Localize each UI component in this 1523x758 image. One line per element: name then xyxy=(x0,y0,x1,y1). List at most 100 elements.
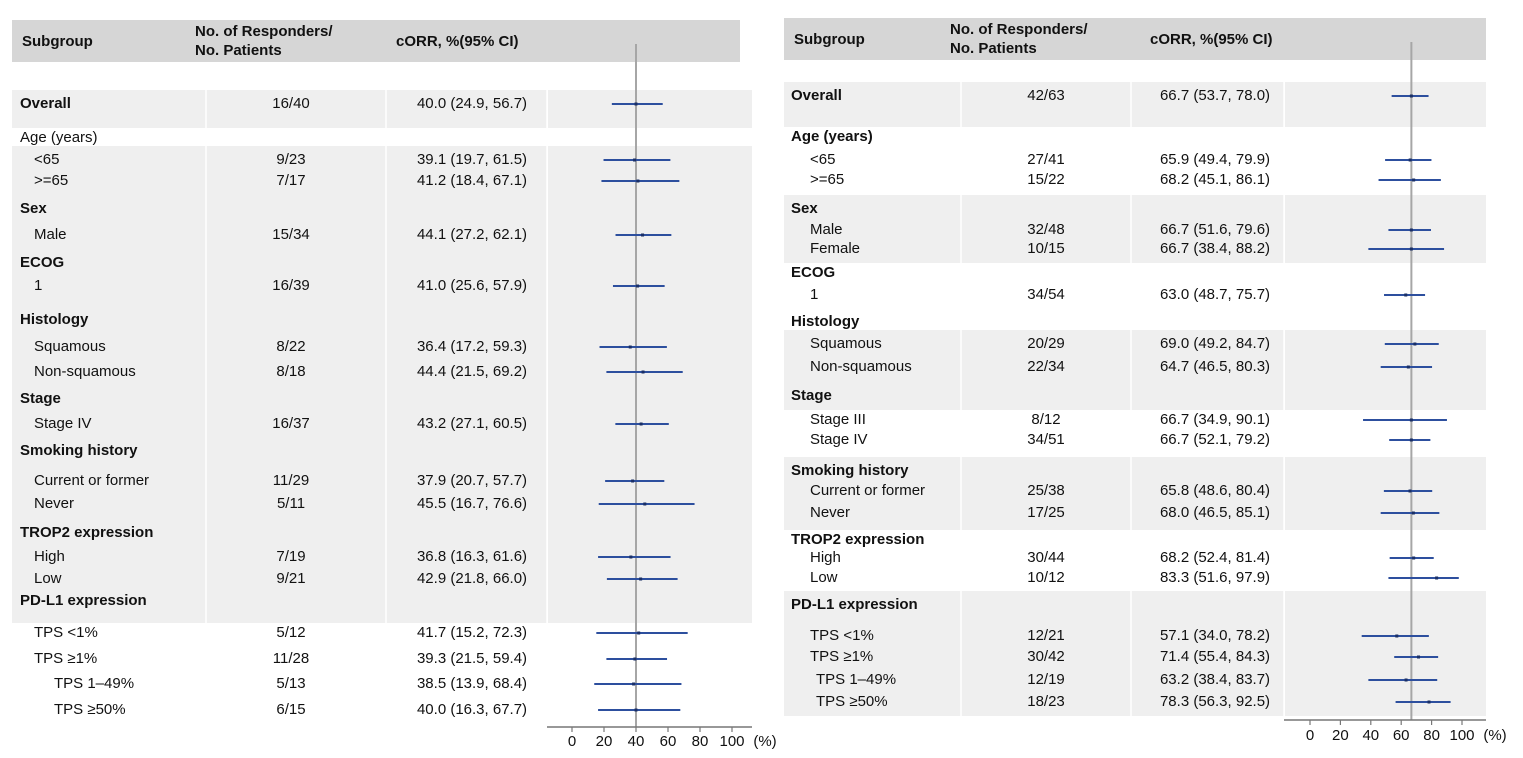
subgroup-header: ECOG xyxy=(791,264,836,281)
estimate-ci-cell: 68.2 (45.1, 86.1) xyxy=(1159,171,1271,188)
point-estimate xyxy=(1409,247,1413,251)
subgroup-header: Histology xyxy=(20,311,89,328)
x-tick-label: 80 xyxy=(691,733,709,750)
estimate-ci-cell: 38.5 (13.9, 68.4) xyxy=(416,675,528,692)
point-estimate xyxy=(629,555,633,559)
forest-plot-right: 0 20 40 60 80 100 (%) Subgroup No. of Responders… xyxy=(784,0,1507,758)
subgroup-label: Squamous xyxy=(34,338,106,355)
responders-cell: 9/23 xyxy=(276,151,306,168)
point-estimate xyxy=(641,370,645,374)
subgroup-label: >=65 xyxy=(34,172,69,189)
group-band-plot xyxy=(548,90,752,128)
subgroup-label: Never xyxy=(810,504,851,521)
point-estimate xyxy=(632,682,636,686)
column-header-subgroup: Subgroup xyxy=(794,31,865,48)
point-estimate xyxy=(628,345,632,349)
subgroup-header: Stage xyxy=(20,390,61,407)
subgroup-label: Stage III xyxy=(810,411,866,428)
responders-cell: 8/22 xyxy=(276,338,306,355)
group-band-plot xyxy=(548,195,752,225)
point-estimate xyxy=(1404,678,1408,682)
header-band xyxy=(12,20,740,62)
subgroup-header: Stage xyxy=(791,387,832,404)
x-tick-label: 40 xyxy=(627,733,645,750)
estimate-ci-cell: 39.1 (19.7, 61.5) xyxy=(416,151,528,168)
estimate-ci-cell: 63.0 (48.7, 75.7) xyxy=(1159,286,1271,303)
column-header-estimate: cORR, %(95% CI) xyxy=(1150,31,1273,48)
point-estimate xyxy=(1427,700,1431,704)
estimate-ci-cell: 44.4 (21.5, 69.2) xyxy=(416,363,528,380)
group-band xyxy=(12,490,547,623)
subgroup-label: Never xyxy=(34,495,75,512)
point-estimate xyxy=(1406,365,1410,369)
x-tick-label: 20 xyxy=(595,733,613,750)
group-band-plot xyxy=(1285,82,1486,127)
subgroup-header: PD-L1 expression xyxy=(20,592,147,609)
responders-cell: 7/19 xyxy=(276,548,306,565)
subgroup-header: TROP2 expression xyxy=(20,524,154,541)
point-estimate xyxy=(639,422,643,426)
estimate-ci-cell: 36.4 (17.2, 59.3) xyxy=(416,338,528,355)
point-estimate xyxy=(1408,489,1412,493)
group-band xyxy=(12,90,547,128)
group-band-plot xyxy=(1285,195,1486,263)
group-band-plot xyxy=(1285,591,1486,716)
estimate-ci-cell: 39.3 (21.5, 59.4) xyxy=(416,650,528,667)
subgroup-label: Current or former xyxy=(34,472,150,489)
responders-cell: 30/42 xyxy=(1027,648,1065,665)
group-band-plot xyxy=(1285,457,1486,530)
subgroup-label: TPS 1–49% xyxy=(816,671,897,688)
responders-cell: 5/11 xyxy=(276,495,306,512)
subgroup-label: >=65 xyxy=(810,171,845,188)
subgroup-label: TPS ≥1% xyxy=(34,650,98,667)
estimate-ci-cell: 65.8 (48.6, 80.4) xyxy=(1159,482,1271,499)
point-estimate xyxy=(634,102,638,106)
point-estimate xyxy=(1417,655,1421,659)
point-estimate xyxy=(1413,342,1417,346)
subgroup-header: Age (years) xyxy=(20,129,98,146)
subgroup-label: <65 xyxy=(810,151,836,168)
estimate-ci-cell: 68.0 (46.5, 85.1) xyxy=(1159,504,1271,521)
group-band xyxy=(12,306,547,337)
subgroup-label: TPS 1–49% xyxy=(54,675,135,692)
subgroup-label: Squamous xyxy=(810,335,882,352)
subgroup-label: <65 xyxy=(34,151,60,168)
estimate-ci-cell: 42.9 (21.8, 66.0) xyxy=(416,570,528,587)
estimate-ci-cell: 83.3 (51.6, 97.9) xyxy=(1159,569,1271,586)
group-band-plot xyxy=(548,306,752,337)
subgroup-label: Female xyxy=(810,240,861,257)
responders-cell: 34/54 xyxy=(1027,286,1065,303)
subgroup-label: High xyxy=(34,548,65,565)
group-band xyxy=(784,591,1284,716)
column-header-responders: No. of Responders/ No. Patients xyxy=(195,23,333,59)
point-estimate xyxy=(631,479,635,483)
group-band xyxy=(784,195,1284,263)
forest-plot-left: 0 20 40 60 80 100 (%) Subgroup No. of Responders… xyxy=(12,0,777,758)
x-tick-label: 60 xyxy=(1392,727,1410,744)
subgroup-header: Histology xyxy=(791,313,860,330)
responders-cell: 9/21 xyxy=(276,570,306,587)
group-band xyxy=(12,146,547,199)
subgroup-label: TPS ≥1% xyxy=(810,648,874,665)
point-estimate xyxy=(1411,511,1415,515)
point-estimate xyxy=(1409,438,1413,442)
group-band xyxy=(784,82,1284,127)
column-header-estimate: cORR, %(95% CI) xyxy=(396,33,519,50)
subgroup-header: Age (years) xyxy=(791,128,873,145)
responders-cell: 6/15 xyxy=(276,701,306,718)
group-band xyxy=(12,221,547,310)
point-estimate xyxy=(1409,418,1413,422)
point-estimate xyxy=(1409,94,1413,98)
point-estimate xyxy=(1412,556,1416,560)
subgroup-label: TPS <1% xyxy=(34,624,98,641)
group-band-plot xyxy=(548,333,752,414)
subgroup-label: Stage IV xyxy=(810,431,868,448)
subgroup-header: Sex xyxy=(791,200,818,217)
responders-cell: 32/48 xyxy=(1027,221,1065,238)
responders-cell: 27/41 xyxy=(1027,151,1065,168)
responders-cell: 15/22 xyxy=(1027,171,1065,188)
subgroup-label: Stage IV xyxy=(34,415,92,432)
responders-cell: 34/51 xyxy=(1027,431,1065,448)
subgroup-label: Non-squamous xyxy=(810,358,912,375)
estimate-ci-cell: 44.1 (27.2, 62.1) xyxy=(416,226,528,243)
